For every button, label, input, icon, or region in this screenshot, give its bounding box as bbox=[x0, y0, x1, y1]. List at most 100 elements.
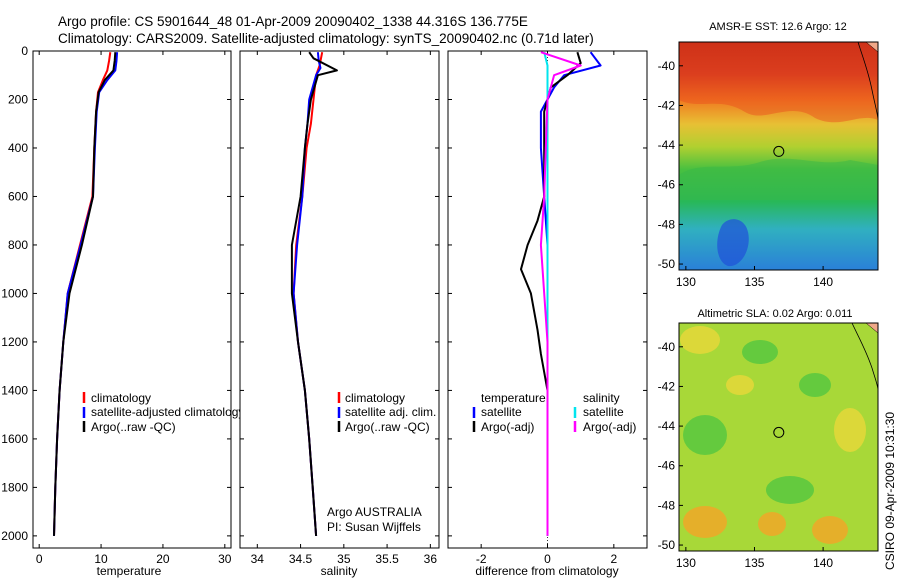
temperature-y-ticks: 0 200 400 600 800 1000 1200 1400 1600 1800 2000 bbox=[1, 44, 231, 543]
map-x-tick-label: 140 bbox=[813, 556, 833, 570]
sla-yellow-blob bbox=[834, 408, 866, 452]
y-tick-label: 1800 bbox=[1, 480, 28, 494]
land-patch bbox=[865, 42, 878, 53]
difference-legend: temperature satellite Argo(-adj) salinit… bbox=[472, 391, 636, 434]
x-tick-label: 0 bbox=[544, 552, 551, 566]
salinity-legend: climatology satellite adj. clim. Argo(..… bbox=[337, 391, 436, 434]
argo-position-marker bbox=[773, 145, 785, 157]
sst-map-ticks: 130 135 140 -40 -42 -44 -46 -48 -50 bbox=[658, 59, 834, 289]
x-tick-label: 0 bbox=[36, 552, 43, 566]
y-tick-label: 0 bbox=[21, 44, 28, 58]
salinity-lines bbox=[290, 51, 338, 536]
sla-orange-blob bbox=[812, 516, 848, 544]
pi-label: PI: Susan Wijffels bbox=[327, 520, 421, 534]
figure-title-line1: Argo profile: CS 5901644_48 01-Apr-2009 … bbox=[58, 14, 528, 29]
temperature-x-ticks: 0 10 20 30 bbox=[36, 51, 232, 566]
legend-label-temp-argo: Argo(-adj) bbox=[481, 420, 534, 434]
sla-orange-blob bbox=[683, 506, 727, 538]
y-tick-label: 200 bbox=[8, 92, 28, 106]
map-y-tick-label: -44 bbox=[658, 138, 676, 152]
difference-lines bbox=[520, 51, 602, 536]
sla-map-ticks: 130 135 140 -40 -42 -44 -46 -48 -50 bbox=[658, 340, 834, 570]
y-tick-label: 2000 bbox=[1, 529, 28, 543]
series-line bbox=[539, 51, 582, 536]
temperature-legend: climatology satellite-adjusted climatolo… bbox=[82, 391, 244, 434]
map-y-tick-label: -46 bbox=[658, 459, 676, 473]
map-x-tick-label: 140 bbox=[813, 275, 833, 289]
legend-label-temp-satellite: satellite bbox=[481, 405, 522, 419]
map-y-tick-label: -48 bbox=[658, 217, 676, 231]
y-tick-label: 1200 bbox=[1, 335, 28, 349]
temperature-axes bbox=[32, 50, 232, 549]
legend-label-sal-satellite: satellite bbox=[583, 405, 624, 419]
sla-green-blob bbox=[799, 373, 831, 397]
y-tick-label: 1600 bbox=[1, 432, 28, 446]
legend-label-satellite: satellite adj. clim. bbox=[345, 405, 436, 419]
sst-warm-tongue bbox=[679, 42, 878, 123]
legend-label-climatology: climatology bbox=[91, 391, 151, 405]
salinity-y-ticks bbox=[240, 50, 439, 537]
legend-title-temperature: temperature bbox=[481, 391, 546, 405]
x-tick-label: 2 bbox=[610, 552, 617, 566]
sla-green-blob bbox=[742, 340, 778, 364]
argo-position-marker bbox=[773, 426, 785, 438]
difference-y-ticks bbox=[448, 50, 647, 537]
x-tick-label: 34.5 bbox=[289, 552, 313, 566]
sla-green-blob bbox=[683, 415, 727, 455]
map-y-tick-label: -42 bbox=[658, 98, 676, 112]
series-line bbox=[53, 52, 117, 536]
sst-map-panel: AMSR-E SST: 12.6 Argo: 12 130 135 140 -40 -4… bbox=[658, 21, 879, 289]
legend-label-climatology: climatology bbox=[345, 391, 405, 405]
temperature-panel: 0 200 400 600 800 1000 1200 1400 1600 1800 2000 0 1… bbox=[1, 44, 244, 578]
map-y-tick-label: -40 bbox=[658, 59, 676, 73]
sla-yellow-blob bbox=[680, 326, 720, 354]
side-timestamp-label: CSIRO 09-Apr-2009 10:31:30 bbox=[883, 412, 897, 570]
x-tick-label: -2 bbox=[476, 552, 487, 566]
sst-cold-patch bbox=[717, 219, 749, 267]
legend-label-sal-argo: Argo(-adj) bbox=[583, 420, 636, 434]
map-y-tick-label: -44 bbox=[658, 419, 676, 433]
x-tick-label: 30 bbox=[218, 552, 232, 566]
y-tick-label: 400 bbox=[8, 141, 28, 155]
map-y-tick-label: -46 bbox=[658, 178, 676, 192]
legend-label-satellite: satellite-adjusted climatology bbox=[91, 405, 244, 419]
sst-map-title: AMSR-E SST: 12.6 Argo: 12 bbox=[709, 21, 847, 33]
x-tick-label: 34 bbox=[251, 552, 265, 566]
sla-map-panel: Altimetric SLA: 0.02 Argo: 0.011 130 135 1… bbox=[658, 308, 879, 570]
map-y-tick-label: -50 bbox=[658, 538, 676, 552]
land-outline bbox=[851, 323, 878, 391]
land-outline bbox=[857, 42, 878, 121]
temperature-lines bbox=[53, 52, 119, 536]
legend-title-salinity: salinity bbox=[583, 391, 620, 405]
difference-xlabel: difference from climatology bbox=[475, 564, 618, 578]
sst-green-lobe bbox=[679, 158, 878, 200]
difference-x-ticks: -2 0 2 bbox=[476, 51, 617, 566]
salinity-axes bbox=[239, 50, 440, 549]
map-y-tick-label: -40 bbox=[658, 340, 676, 354]
sla-map-title: Altimetric SLA: 0.02 Argo: 0.011 bbox=[697, 308, 852, 320]
x-tick-label: 20 bbox=[156, 552, 170, 566]
x-tick-label: 35 bbox=[337, 552, 351, 566]
sla-map-frame bbox=[678, 322, 879, 552]
sla-yellow-blob bbox=[726, 375, 754, 395]
y-tick-label: 1000 bbox=[1, 286, 28, 300]
sla-orange-blob bbox=[758, 512, 786, 536]
sst-map-frame bbox=[678, 41, 879, 271]
difference-panel: -2 0 2 difference from climatology tempera… bbox=[447, 50, 648, 578]
land-patch bbox=[865, 323, 878, 334]
map-x-tick-label: 130 bbox=[676, 275, 696, 289]
map-y-tick-label: -48 bbox=[658, 498, 676, 512]
sla-green-blob bbox=[766, 476, 814, 504]
salinity-panel: 34 34.5 35 35.5 36 salinity climatology sate… bbox=[239, 50, 440, 578]
y-tick-label: 800 bbox=[8, 238, 28, 252]
salinity-x-ticks: 34 34.5 35 35.5 36 bbox=[251, 51, 437, 566]
map-y-tick-label: -50 bbox=[658, 257, 676, 271]
float-program-label: Argo AUSTRALIA bbox=[327, 505, 422, 519]
salinity-xlabel: salinity bbox=[321, 564, 358, 578]
y-tick-label: 1400 bbox=[1, 383, 28, 397]
map-x-tick-label: 135 bbox=[744, 275, 764, 289]
map-x-tick-label: 130 bbox=[676, 556, 696, 570]
y-tick-label: 600 bbox=[8, 189, 28, 203]
x-tick-label: 35.5 bbox=[375, 552, 399, 566]
